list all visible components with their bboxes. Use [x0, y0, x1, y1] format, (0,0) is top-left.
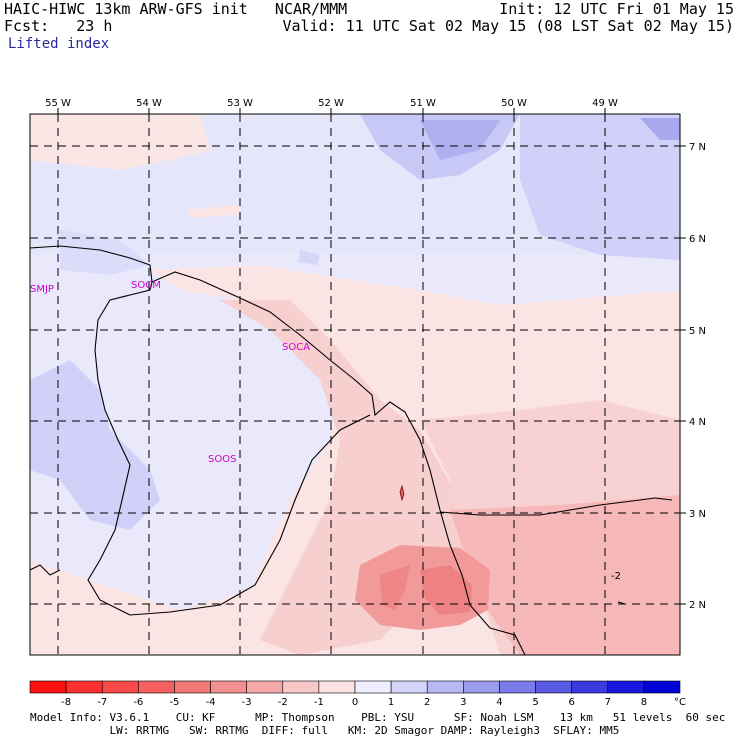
- model-title: HAIC-HIWC 13km ARW-GFS init NCAR/MMM: [4, 0, 348, 18]
- station-label: SOOS: [208, 454, 236, 465]
- colorbar-label: -6: [133, 697, 143, 708]
- colorbar-label: -1: [314, 697, 324, 708]
- colorbar-label: 5: [532, 697, 538, 708]
- lon-label: 50 W: [501, 98, 527, 109]
- lat-label: 5 N: [689, 326, 706, 337]
- colorbar-swatch: [499, 680, 536, 694]
- colorbar-swatch: [607, 680, 645, 694]
- lon-label: 53 W: [227, 98, 253, 109]
- station-label: SOCM: [131, 280, 161, 291]
- contour-cell: [399, 484, 405, 502]
- lon-label: 51 W: [410, 98, 436, 109]
- lat-label: 2 N: [689, 600, 706, 611]
- colorbar: [29, 680, 681, 694]
- colorbar-label: -8: [61, 697, 71, 708]
- field-name: Lifted index: [8, 36, 110, 52]
- init-time: Init: 12 UTC Fri 01 May 15: [499, 0, 734, 18]
- model-info-line-2: LW: RRTMG SW: RRTMG DIFF: full KM: 2D Sm…: [30, 724, 620, 737]
- colorbar-label: 2: [424, 697, 430, 708]
- valid-time: Valid: 11 UTC Sat 02 May 15 (08 LST Sat …: [282, 17, 734, 35]
- colorbar-label: -5: [169, 697, 179, 708]
- lat-label: 3 N: [689, 509, 706, 520]
- colorbar-swatch: [318, 680, 356, 694]
- colorbar-swatch: [390, 680, 428, 694]
- colorbar-label: -4: [206, 697, 216, 708]
- colorbar-swatch: [29, 680, 67, 694]
- lon-label: 49 W: [592, 98, 618, 109]
- map-frame: [29, 113, 681, 656]
- lat-label: 4 N: [689, 417, 706, 428]
- contour-value-label: -2: [611, 571, 621, 582]
- colorbar-swatch: [643, 680, 681, 694]
- colorbar-label: 3: [460, 697, 466, 708]
- lat-label: 6 N: [689, 234, 706, 245]
- colorbar-swatch: [210, 680, 247, 694]
- lifted-index-field: [30, 114, 680, 655]
- coastline: [29, 245, 673, 656]
- colorbar-swatch: [282, 680, 320, 694]
- colorbar-label: 4: [496, 697, 502, 708]
- colorbar-swatch: [65, 680, 103, 694]
- axis-ticks: [57, 108, 686, 605]
- colorbar-swatch: [138, 680, 175, 694]
- forecast-hour: Fcst: 23 h: [4, 17, 113, 35]
- colorbar-swatch: [354, 680, 392, 694]
- colorbar-swatch: [463, 680, 500, 694]
- colorbar-unit: °C: [674, 697, 686, 708]
- colorbar-swatch: [174, 680, 211, 694]
- colorbar-label: 8: [641, 697, 647, 708]
- model-info-line-1: Model Info: V3.6.1 CU: KF MP: Thompson P…: [30, 711, 726, 724]
- colorbar-swatch: [571, 680, 609, 694]
- colorbar-label: -3: [242, 697, 252, 708]
- colorbar-swatch: [426, 680, 464, 694]
- colorbar-label: 7: [605, 697, 611, 708]
- lon-label: 52 W: [318, 98, 344, 109]
- lat-label: 7 N: [689, 142, 706, 153]
- colorbar-swatch: [101, 680, 139, 694]
- colorbar-label: 0: [352, 697, 358, 708]
- lon-label: 54 W: [136, 98, 162, 109]
- colorbar-label: 6: [568, 697, 574, 708]
- colorbar-swatch: [535, 680, 572, 694]
- station-label: SOCA: [282, 342, 310, 353]
- colorbar-label: 1: [388, 697, 394, 708]
- station-label: SMJP: [30, 284, 54, 295]
- lon-label: 55 W: [45, 98, 71, 109]
- colorbar-label: -2: [278, 697, 288, 708]
- lat-lon-grid: [30, 114, 680, 655]
- colorbar-label: -7: [97, 697, 107, 708]
- colorbar-swatch: [246, 680, 284, 694]
